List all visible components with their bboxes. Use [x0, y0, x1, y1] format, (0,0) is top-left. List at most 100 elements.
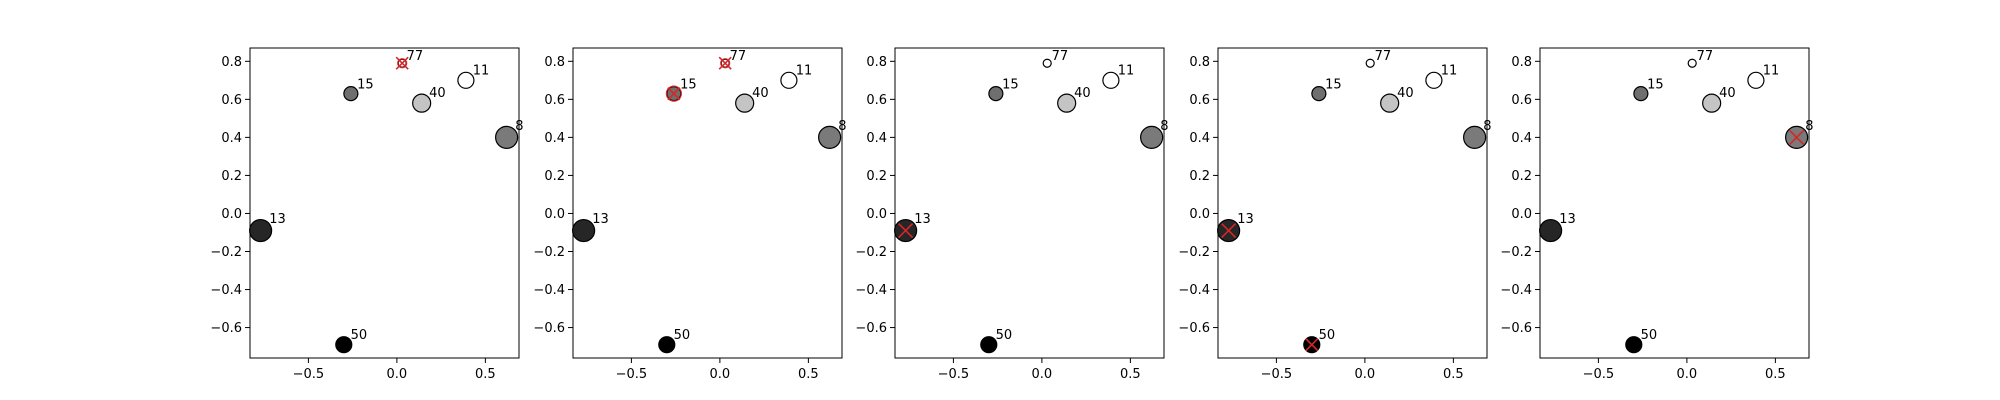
y-tick-label: 0.0 [544, 207, 565, 222]
data-point [1625, 336, 1643, 354]
x-tick-label: 0.0 [1677, 367, 1698, 382]
data-point [343, 86, 359, 102]
x-tick-label: −0.5 [938, 367, 970, 382]
data-point [818, 125, 842, 149]
point-label: 50 [996, 328, 1013, 343]
y-tick-label: −0.2 [855, 245, 887, 260]
point-label: 50 [674, 328, 691, 343]
data-point [1365, 58, 1375, 68]
data-point [780, 71, 798, 89]
point-label: 13 [1237, 212, 1254, 227]
axes-frame [1539, 47, 1810, 359]
point-label: 40 [1719, 86, 1736, 101]
y-tick-label: 0.2 [866, 169, 887, 184]
data-point [1633, 86, 1649, 102]
data-point [1057, 93, 1077, 113]
y-tick-label: 0.2 [221, 169, 242, 184]
point-label: 40 [1397, 86, 1414, 101]
y-tick-label: 0.6 [221, 93, 242, 108]
axes-frame [572, 47, 843, 359]
point-label: 77 [1052, 49, 1069, 64]
y-tick-label: 0.6 [544, 93, 565, 108]
point-label: 50 [351, 328, 368, 343]
x-tick-label: 0.0 [1355, 367, 1376, 382]
data-point [1140, 125, 1164, 149]
y-tick-label: −0.2 [533, 245, 565, 260]
point-label: 40 [752, 86, 769, 101]
point-label: 8 [515, 119, 523, 134]
point-label: 77 [407, 49, 424, 64]
data-point [658, 336, 676, 354]
data-point [1042, 58, 1052, 68]
data-point [735, 93, 755, 113]
highlight-x-marker [898, 223, 914, 239]
point-label: 40 [1074, 86, 1091, 101]
y-tick-label: −0.4 [1500, 283, 1532, 298]
highlight-ring [397, 58, 408, 69]
highlight-x-marker [1789, 129, 1805, 145]
point-label: 13 [1559, 212, 1576, 227]
data-point [335, 336, 353, 354]
y-tick-label: 0.8 [1189, 55, 1210, 70]
y-tick-label: 0.8 [1511, 55, 1532, 70]
highlight-x-marker [395, 56, 409, 70]
x-tick-label: −0.5 [293, 367, 325, 382]
highlight-ring [720, 58, 731, 69]
x-tick-label: −0.5 [1583, 367, 1615, 382]
y-tick-label: 0.4 [1189, 131, 1210, 146]
axes-frame [1217, 47, 1488, 359]
data-point [457, 71, 475, 89]
highlight-x-marker [1221, 223, 1237, 239]
x-tick-label: 0.0 [1032, 367, 1053, 382]
x-tick-label: 0.0 [387, 367, 408, 382]
point-label: 40 [429, 86, 446, 101]
data-point [988, 86, 1004, 102]
x-tick-label: 0.5 [475, 367, 496, 382]
point-label: 77 [730, 49, 747, 64]
point-label: 77 [1697, 49, 1714, 64]
data-point [1463, 125, 1487, 149]
point-label: 11 [796, 64, 813, 79]
y-tick-label: −0.4 [210, 283, 242, 298]
highlight-x-marker [667, 87, 681, 101]
point-label: 77 [1375, 49, 1392, 64]
data-point [1539, 218, 1563, 243]
x-tick-label: 0.5 [1443, 367, 1464, 382]
y-tick-label: 0.8 [221, 55, 242, 70]
y-tick-label: −0.2 [1500, 245, 1532, 260]
y-tick-label: −0.6 [533, 321, 565, 336]
y-tick-label: 0.6 [1189, 93, 1210, 108]
y-tick-label: 0.4 [221, 131, 242, 146]
y-tick-label: 0.0 [866, 207, 887, 222]
point-label: 15 [1002, 77, 1019, 92]
point-label: 50 [1319, 328, 1336, 343]
y-tick-label: 0.0 [221, 207, 242, 222]
y-tick-label: −0.4 [855, 283, 887, 298]
point-label: 8 [1483, 119, 1491, 134]
data-point [572, 218, 596, 243]
point-label: 15 [357, 77, 374, 92]
point-label: 11 [1763, 64, 1780, 79]
x-tick-label: −0.5 [616, 367, 648, 382]
x-tick-label: 0.5 [1120, 367, 1141, 382]
point-label: 8 [1160, 119, 1168, 134]
data-point [412, 93, 432, 113]
scatter-panel-4: −0.5 0.0 0.5 −0.6 −0.4 −0.2 0.0 0.2 0.4 0.6 0.8 77 1… [1178, 47, 1491, 382]
y-tick-label: −0.6 [1500, 321, 1532, 336]
data-point [1311, 86, 1327, 102]
scatter-panel-3: −0.5 0.0 0.5 −0.6 −0.4 −0.2 0.0 0.2 0.4 0.6 0.8 77 1… [855, 47, 1168, 382]
data-point [980, 336, 998, 354]
highlight-x-marker [718, 56, 732, 70]
x-tick-label: 0.0 [710, 367, 731, 382]
y-tick-label: 0.2 [1189, 169, 1210, 184]
scatter-panel-2: −0.5 0.0 0.5 −0.6 −0.4 −0.2 0.0 0.2 0.4 0.6 0.8 77 1… [533, 47, 846, 382]
y-tick-label: 0.4 [1511, 131, 1532, 146]
highlight-x-marker [1305, 338, 1319, 352]
point-label: 50 [1641, 328, 1658, 343]
y-tick-label: 0.0 [1511, 207, 1532, 222]
y-tick-label: 0.2 [1511, 169, 1532, 184]
scatter-panel-1: −0.5 0.0 0.5 −0.6 −0.4 −0.2 0.0 0.2 0.4 0.6 0.8 77 1… [210, 47, 523, 382]
x-tick-label: −0.5 [1261, 367, 1293, 382]
point-label: 8 [1805, 119, 1813, 134]
